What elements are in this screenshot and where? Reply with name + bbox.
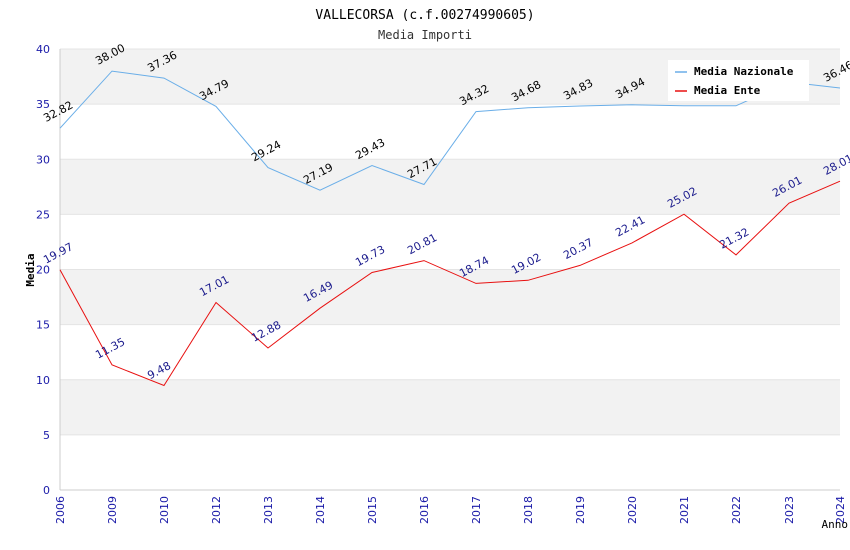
y-tick-label: 30 — [36, 153, 50, 166]
x-axis-label: Anno — [822, 518, 849, 531]
y-tick-label: 5 — [43, 429, 50, 442]
x-tick-label: 2017 — [470, 496, 483, 524]
y-tick-label: 10 — [36, 374, 50, 387]
y-tick-label: 0 — [43, 484, 50, 497]
x-tick-label: 2013 — [262, 496, 275, 524]
data-label: 19.73 — [353, 243, 387, 269]
y-axis-label: Media — [24, 253, 37, 286]
x-tick-label: 2022 — [730, 496, 743, 524]
grid-band — [60, 159, 840, 215]
y-tick-label: 20 — [36, 264, 50, 277]
axes — [59, 49, 840, 491]
x-tick-label: 2014 — [314, 496, 327, 524]
series-line-media-ente — [59, 180, 841, 387]
x-tick-label: 2006 — [54, 496, 67, 524]
chart-title: VALLECORSA (c.f.00274990605) — [315, 8, 534, 23]
legend-label-media-ente: Media Ente — [694, 84, 761, 97]
legend-box — [668, 60, 809, 101]
y-tick-label: 40 — [36, 43, 50, 56]
x-tick-label: 2023 — [783, 496, 796, 524]
x-tick-label: 2021 — [678, 496, 691, 524]
x-tick-label: 2024 — [834, 496, 847, 524]
x-tick-label: 2020 — [626, 496, 639, 524]
legend-label-media-nazionale: Media Nazionale — [694, 65, 794, 78]
grid-band — [60, 269, 840, 325]
y-tick-label: 25 — [36, 208, 50, 221]
y-tick-label: 35 — [36, 98, 50, 111]
x-tick-labels: 2006 2009 2010 2012 2013 2014 2015 2016 2017 2018… — [54, 496, 847, 524]
y-tick-labels: 0 5 10 15 20 25 30 35 40 — [36, 43, 50, 497]
series-lines — [59, 70, 841, 387]
x-tick-label: 2018 — [522, 496, 535, 524]
x-tick-label: 2012 — [210, 496, 223, 524]
series-line-media-nazionale — [59, 70, 841, 191]
x-tick-label: 2010 — [158, 496, 171, 524]
y-tick-label: 15 — [36, 319, 50, 332]
data-label: 9.48 — [145, 359, 173, 382]
grid-band — [60, 379, 840, 435]
data-label: 20.81 — [405, 231, 439, 257]
background-bands — [60, 49, 840, 435]
x-tick-label: 2016 — [418, 496, 431, 524]
x-tick-label: 2019 — [574, 496, 587, 524]
data-label: 20.37 — [561, 236, 595, 262]
data-label: 22.41 — [613, 213, 647, 239]
data-label: 29.43 — [353, 136, 387, 162]
data-label: 21.32 — [717, 225, 751, 251]
legend: Media Nazionale Media Ente — [668, 60, 809, 101]
data-label: 19.97 — [41, 240, 75, 266]
x-tick-label: 2009 — [106, 496, 119, 524]
x-tick-label: 2015 — [366, 496, 379, 524]
chart-subtitle: Media Importi — [378, 28, 472, 42]
